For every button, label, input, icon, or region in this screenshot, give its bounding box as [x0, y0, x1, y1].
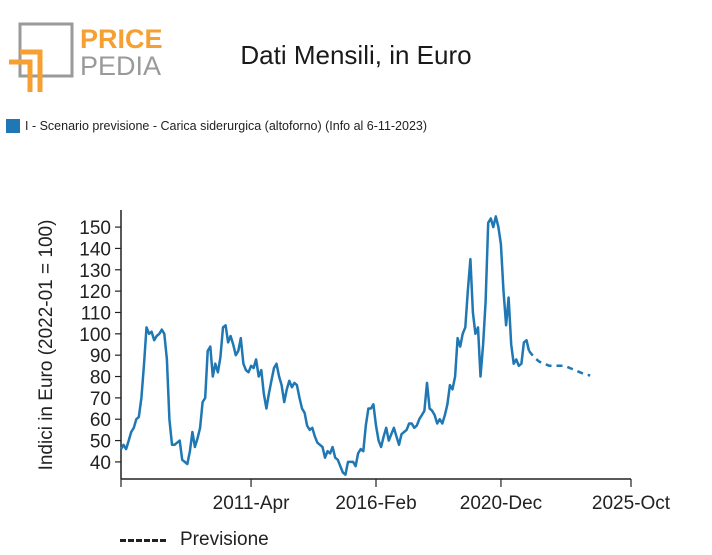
x-tick-label: 2020-Dec — [460, 493, 542, 514]
historical-series-line — [119, 215, 531, 476]
x-tick-label: 2016-Feb — [335, 493, 416, 514]
forecast-note: Previsione — [120, 528, 269, 552]
x-tick-label: 2011-Apr — [213, 493, 290, 514]
y-tick-label: 90 — [90, 346, 111, 367]
y-tick-label: 130 — [79, 261, 111, 282]
forecast-dash-sample — [120, 538, 166, 542]
y-tick-label: 80 — [90, 368, 111, 389]
logo-word-pedia: PEDIA — [80, 51, 161, 81]
logo-orange-corner-inner — [20, 49, 43, 92]
y-axis-label: Indici in Euro (2022-01 = 100) — [36, 220, 57, 471]
series-layer — [119, 215, 591, 476]
y-tick-label: 110 — [81, 303, 111, 324]
y-tick-label: 60 — [90, 410, 111, 431]
logo-word-price: PRICE — [80, 24, 163, 54]
pricepedia-logo: PRICE PEDIA — [9, 22, 163, 92]
legend-label: I - Scenario previsione - Carica siderur… — [25, 119, 428, 133]
logo-orange-corner-outer — [9, 59, 33, 92]
forecast-series-line — [528, 350, 591, 377]
y-tick-label: 70 — [90, 389, 111, 410]
forecast-label: Previsione — [180, 529, 269, 550]
y-tick-label: 40 — [90, 453, 111, 474]
chart-title: Dati Mensili, in Euro — [240, 40, 472, 70]
y-tick-label: 120 — [79, 282, 111, 303]
x-tick-label: 2025-Oct — [592, 493, 671, 514]
y-tick-label: 100 — [79, 325, 111, 346]
y-tick-label: 140 — [79, 239, 111, 260]
y-tick-label: 50 — [90, 432, 111, 453]
y-tick-label: 150 — [79, 218, 111, 239]
legend-swatch — [6, 119, 20, 133]
legend: I - Scenario previsione - Carica siderur… — [6, 118, 427, 134]
